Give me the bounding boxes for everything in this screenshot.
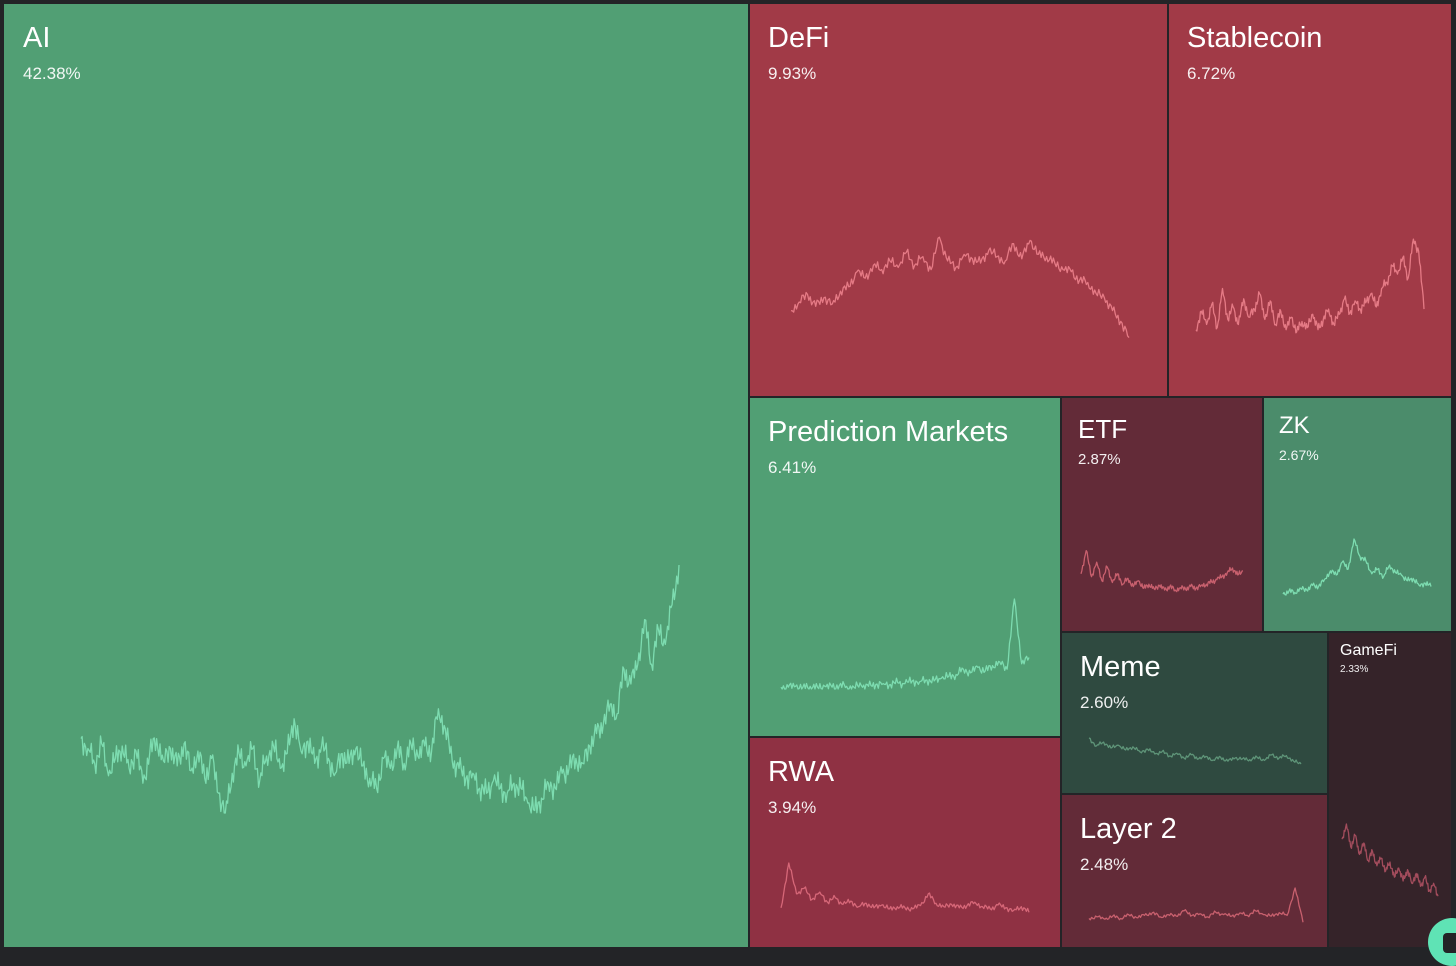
tile-name-prediction: Prediction Markets [768,415,1009,448]
tile-name-layer2: Layer 2 [1080,812,1177,845]
sparkline-layer2 [1088,887,1304,923]
tile-gamefi[interactable]: GameFi 2.33% [1329,633,1451,947]
tile-zk[interactable]: ZK 2.67% [1264,398,1451,631]
sparkline-path-etf [1080,549,1244,593]
sparkline-path-meme [1088,737,1302,765]
tile-share-rwa: 3.94% [768,798,817,818]
sparkline-path-defi [790,236,1130,339]
tile-share-gamefi: 2.33% [1340,664,1369,675]
sparkline-meme [1088,737,1302,765]
tile-share-zk: 2.67% [1279,446,1319,463]
tile-rwa[interactable]: RWA 3.94% [750,738,1060,947]
tile-defi[interactable]: DeFi 9.93% [750,4,1167,396]
tile-share-meme: 2.60% [1080,693,1129,713]
tile-name-meme: Meme [1080,650,1161,683]
tile-prediction[interactable]: Prediction Markets 6.41% [750,398,1060,736]
tile-share-defi: 9.93% [768,64,817,84]
sparkline-path-layer2 [1088,887,1304,923]
tile-etf[interactable]: ETF 2.87% [1062,398,1262,631]
tile-name-rwa: RWA [768,755,835,788]
sparkline-ai [80,564,680,814]
sparkline-path-stablecoin [1195,238,1425,334]
tile-share-layer2: 2.48% [1080,855,1129,875]
tile-name-etf: ETF [1078,414,1128,445]
sparkline-gamefi [1341,823,1439,897]
sparkline-path-prediction [780,598,1030,690]
sparkline-prediction [780,598,1030,690]
sparkline-etf [1080,549,1244,593]
tile-layer2[interactable]: Layer 2 2.48% [1062,795,1327,947]
tile-stablecoin[interactable]: Stablecoin 6.72% [1169,4,1451,396]
tile-share-ai: 42.38% [23,64,81,84]
tile-share-prediction: 6.41% [768,458,817,478]
sparkline-stablecoin [1195,238,1425,334]
sparkline-path-rwa [780,862,1030,913]
tile-name-zk: ZK [1279,412,1310,440]
tile-name-defi: DeFi [768,21,830,54]
corner-badge-icon [1443,933,1456,953]
tile-share-etf: 2.87% [1078,450,1121,468]
tile-ai[interactable]: AI 42.38% [4,4,748,947]
tile-meme[interactable]: Meme 2.60% [1062,633,1327,793]
sparkline-path-zk [1282,538,1432,596]
sparkline-zk [1282,538,1432,596]
sparkline-path-gamefi [1341,823,1439,897]
tile-name-ai: AI [23,21,51,54]
sparkline-rwa [780,862,1030,913]
tile-name-gamefi: GameFi [1340,641,1397,659]
sparkline-path-ai [80,564,680,814]
sparkline-defi [790,236,1130,339]
tile-share-stablecoin: 6.72% [1187,64,1236,84]
tile-name-stablecoin: Stablecoin [1187,21,1323,54]
